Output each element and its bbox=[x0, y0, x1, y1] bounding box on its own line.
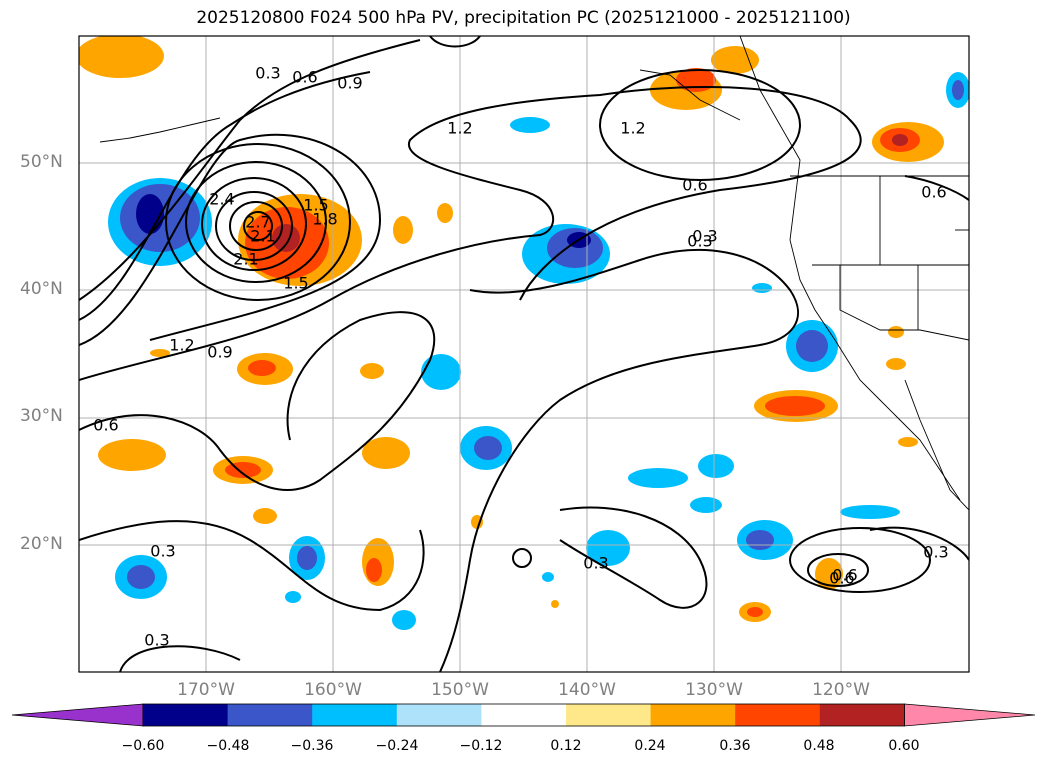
colorbar-tick: 0.48 bbox=[803, 738, 835, 754]
lon-label-170w: 170°W bbox=[177, 680, 235, 700]
colorbar-segment bbox=[650, 704, 736, 726]
colorbar-segment bbox=[143, 704, 229, 726]
pv-contour-label: 2.1 bbox=[233, 249, 259, 269]
lat-label-40n: 40°N bbox=[20, 279, 63, 299]
lat-label-20n: 20°N bbox=[20, 534, 63, 554]
colorbar-tick: 0.60 bbox=[888, 738, 920, 754]
pv-contour-label: 2.1 bbox=[250, 226, 276, 246]
colorbar-tick: −0.12 bbox=[459, 738, 503, 754]
colorbar-tick: 0.36 bbox=[719, 738, 751, 754]
colorbar-segment bbox=[481, 704, 567, 726]
pv-contour-label: 0.6 bbox=[829, 568, 855, 588]
lon-label-130w: 130°W bbox=[685, 680, 743, 700]
pv-contour-label: 1.5 bbox=[303, 195, 329, 215]
pv-contour-label: 0.6 bbox=[832, 565, 858, 585]
pv-contour-label: 0.6 bbox=[93, 415, 119, 435]
pv-contour-label: 0.3 bbox=[150, 541, 176, 561]
pv-contour-label: 2.7 bbox=[245, 212, 271, 232]
graticule bbox=[79, 36, 969, 672]
colorbar bbox=[11, 703, 1036, 727]
pv-contour-label: 0.6 bbox=[682, 175, 708, 195]
colorbar-tick: 0.12 bbox=[550, 738, 582, 754]
pv-contour-label: 0.3 bbox=[255, 63, 281, 83]
pv-contour-label: 1.2 bbox=[169, 335, 195, 355]
lon-label-160w: 160°W bbox=[304, 680, 362, 700]
lon-label-120w: 120°W bbox=[812, 680, 870, 700]
pv-contour-label: 1.5 bbox=[283, 273, 309, 293]
colorbar-tick: −0.60 bbox=[121, 738, 165, 754]
colorbar-segment bbox=[312, 704, 398, 726]
pv-contour-label: 1.2 bbox=[447, 118, 473, 138]
pv-contour-label: 1.8 bbox=[312, 209, 338, 229]
colorbar-segment bbox=[819, 704, 905, 726]
colorbar-tick: 0.24 bbox=[634, 738, 666, 754]
pv-contour-label: 0.3 bbox=[692, 226, 718, 246]
lat-label-30n: 30°N bbox=[20, 406, 63, 426]
pv-contour-label: 0.3 bbox=[583, 553, 609, 573]
pv-contour-label: 1.2 bbox=[620, 118, 646, 138]
pv-contour-label: 0.6 bbox=[921, 182, 947, 202]
lat-label-50n: 50°N bbox=[20, 152, 63, 172]
colorbar-tick: −0.48 bbox=[206, 738, 250, 754]
map-title: 2025120800 F024 500 hPa PV, precipitatio… bbox=[196, 8, 851, 28]
coastlines bbox=[99, 36, 969, 511]
colorbar-frame bbox=[142, 703, 905, 727]
colorbar-tick: −0.36 bbox=[290, 738, 334, 754]
pv-contour-label: 0.3 bbox=[923, 542, 949, 562]
lon-label-140w: 140°W bbox=[558, 680, 616, 700]
colorbar-extend-low bbox=[11, 703, 144, 727]
colorbar-extend-high bbox=[904, 703, 1036, 727]
colorbar-segment bbox=[227, 704, 313, 726]
pv-contour-label: 0.3 bbox=[687, 231, 713, 251]
lon-label-150w: 150°W bbox=[431, 680, 489, 700]
colorbar-segment bbox=[396, 704, 482, 726]
pv-contour-label: 0.9 bbox=[337, 73, 363, 93]
pv-contour-label: 2.4 bbox=[209, 189, 235, 209]
colorbar-tick: −0.24 bbox=[375, 738, 419, 754]
colorbar-segment bbox=[566, 704, 652, 726]
pv-contour-label: 0.9 bbox=[207, 342, 233, 362]
pv-contour-label: 0.6 bbox=[292, 67, 318, 87]
pv-contour-label: 0.3 bbox=[144, 630, 170, 650]
map-frame bbox=[78, 35, 970, 673]
colorbar-segment bbox=[735, 704, 821, 726]
pv-contours bbox=[79, 36, 969, 672]
